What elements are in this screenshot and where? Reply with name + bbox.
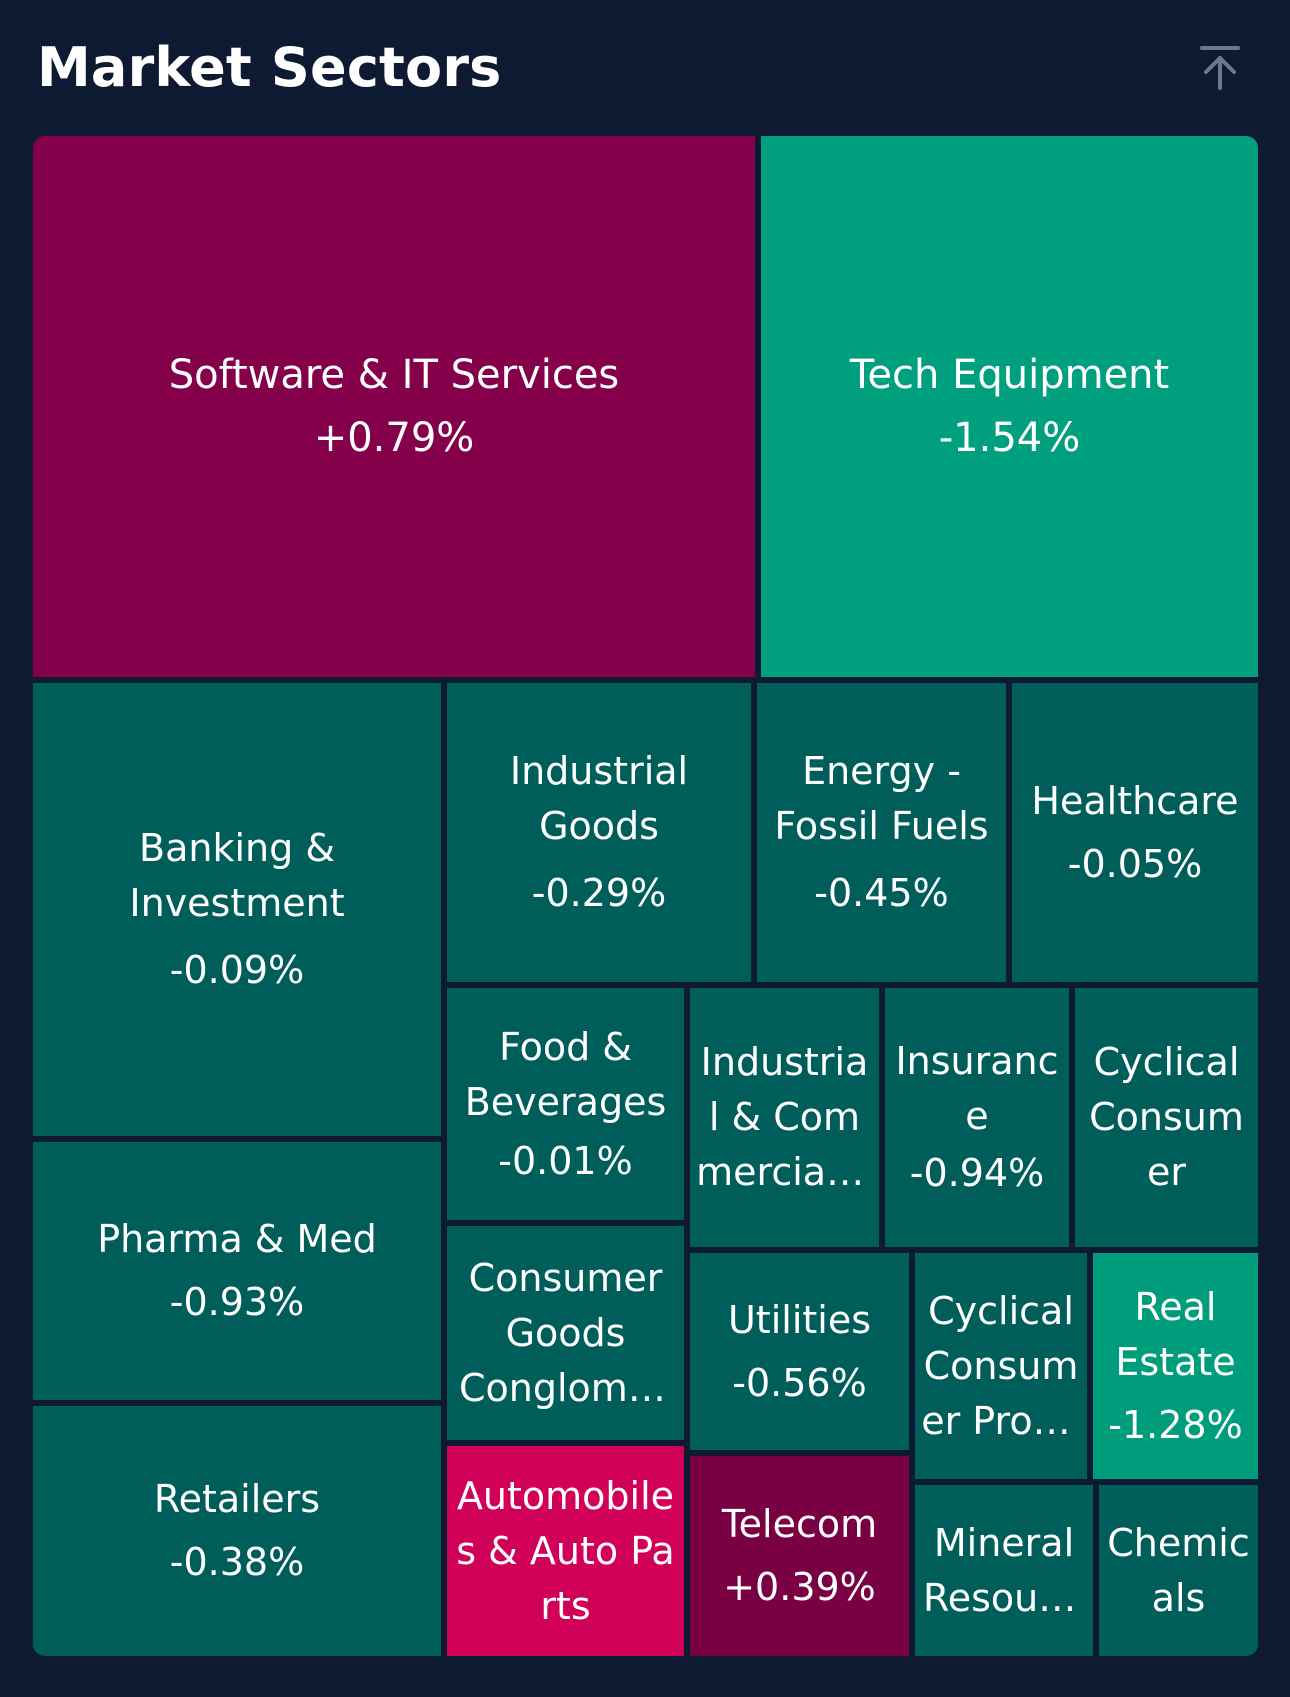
tile-change: -0.01% [498,1138,633,1183]
tile-change: -0.45% [814,871,949,915]
scroll-to-top-button[interactable] [1192,40,1248,96]
tile-change: -0.09% [169,948,305,992]
tile-mineral-resources[interactable]: Mineral Resources [915,1485,1093,1656]
tile-real-estate[interactable]: Real Estate -1.28% [1093,1253,1258,1479]
arrow-up-to-line-icon [1200,46,1240,90]
tile-cyclical-consumer-products[interactable]: Cyclical Consumer Products [915,1253,1087,1479]
tile-change: -0.56% [732,1360,867,1405]
tile-name: Telecom [721,1502,878,1546]
tile-name: Retailers [153,1477,321,1521]
tile-change: -0.05% [1067,841,1203,886]
tile-change: -0.94% [909,1151,1045,1195]
tile-telecom[interactable]: Telecom +0.39% [690,1456,909,1656]
tile-name: Real Estate [1115,1284,1236,1384]
tile-utilities[interactable]: Utilities -0.56% [690,1253,909,1450]
tile-name: Pharma & Med [97,1217,377,1261]
tile-name: Banking & Investment [129,826,345,925]
tile-software-it-services[interactable]: Software & IT Services +0.79% [33,136,755,677]
tile-energy-fossil-fuels[interactable]: Energy - Fossil Fuels -0.45% [757,683,1006,982]
tile-name: Consumer Goods Conglomerates [459,1255,672,1410]
tile-healthcare[interactable]: Healthcare -0.05% [1012,683,1258,982]
tile-change: +0.79% [313,414,475,461]
tile-insurance[interactable]: Insurance -0.94% [885,988,1069,1247]
tile-name: Mineral Resources [923,1520,1085,1620]
tile-name: Energy - Fossil Fuels [774,749,989,848]
tile-change: +0.39% [723,1565,876,1609]
page-title: Market Sectors [37,36,502,99]
tile-retailers[interactable]: Retailers -0.38% [33,1406,441,1656]
tile-industrial-commercial-services[interactable]: Industrial & Commercial Services [690,988,879,1247]
tile-cyclical-consumer[interactable]: Cyclical Consumer [1075,988,1258,1247]
tile-food-beverages[interactable]: Food & Beverages -0.01% [447,988,684,1220]
tile-name: Cyclical Consumer Products [921,1288,1081,1443]
tile-industrial-goods[interactable]: Industrial Goods -0.29% [447,683,751,982]
tile-change: -0.93% [169,1280,305,1324]
tile-name: Software & IT Services [168,351,620,398]
tile-consumer-goods-conglomerates[interactable]: Consumer Goods Conglomerates [447,1226,684,1440]
tile-name: Cyclical Consumer [1089,1040,1244,1194]
tile-tech-equipment[interactable]: Tech Equipment -1.54% [761,136,1258,677]
tile-name: Insurance [895,1039,1059,1138]
tile-change: -0.38% [169,1540,305,1584]
tile-banking-investment[interactable]: Banking & Investment -0.09% [33,683,441,1136]
tile-name: Utilities [727,1297,872,1342]
tile-pharma-med[interactable]: Pharma & Med -0.93% [33,1142,441,1400]
tile-change: -0.29% [531,871,667,915]
tile-name: Tech Equipment [849,351,1170,398]
tile-name: Industrial & Commercial Services [696,1040,873,1194]
tile-name: Food & Beverages [464,1024,667,1124]
tile-automobiles-auto-parts[interactable]: Automobiles & Auto Parts [447,1446,684,1656]
tile-change: -1.28% [1108,1402,1243,1447]
sector-treemap: Software & IT Services +0.79% Tech Equip… [33,136,1258,1656]
tile-chemicals[interactable]: Chemicals [1099,1485,1258,1656]
tile-name: Automobiles & Auto Parts [456,1473,675,1628]
tile-name: Industrial Goods [509,749,689,848]
tile-name: Healthcare [1031,778,1239,823]
tile-change: -1.54% [938,414,1081,461]
tile-name: Chemicals [1107,1520,1250,1620]
